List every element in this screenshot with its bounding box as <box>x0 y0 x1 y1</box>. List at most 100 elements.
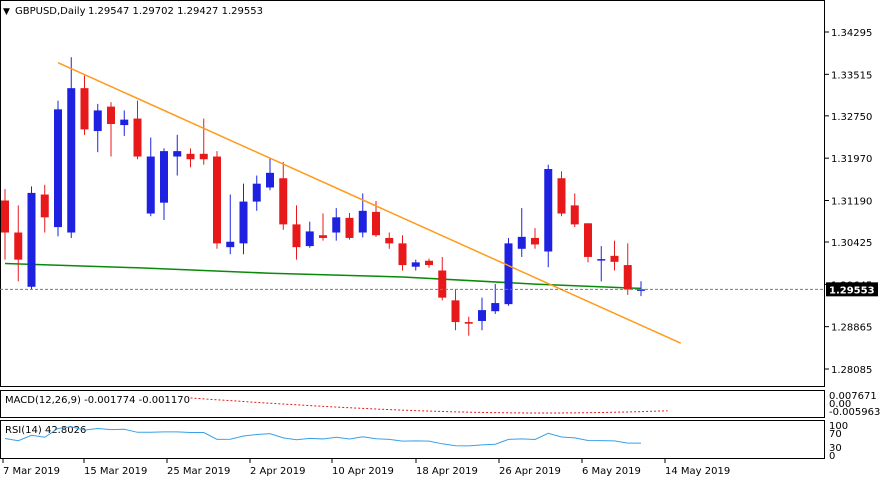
candle <box>173 134 182 176</box>
candle <box>305 221 314 248</box>
candle <box>252 175 261 211</box>
candle <box>637 281 645 297</box>
candle <box>266 157 274 191</box>
current-price-label: 1.29553 <box>829 285 875 296</box>
candle-body <box>1 200 9 233</box>
rsi-scale-label: 0 <box>829 451 835 462</box>
time-axis-label: 6 May 2019 <box>582 466 641 477</box>
rsi-scale-label: 30 <box>829 443 842 454</box>
candle-body <box>319 235 327 238</box>
time-axis-label: 25 Mar 2019 <box>167 466 230 477</box>
macd-panel[interactable] <box>0 390 825 418</box>
candle <box>517 208 526 257</box>
candle-body <box>570 205 579 225</box>
price-tick-label: 1.28085 <box>831 365 872 376</box>
candle-body <box>199 153 208 160</box>
candle-body <box>345 217 354 238</box>
candle <box>279 161 288 230</box>
candle <box>319 213 327 241</box>
candle-body <box>544 169 553 252</box>
candle <box>345 212 354 240</box>
candle-body <box>54 109 62 228</box>
candle <box>54 100 62 237</box>
candle-body <box>517 236 526 249</box>
candle <box>597 246 606 282</box>
rsi-scale-label: 100 <box>829 421 848 432</box>
time-axis-label: 2 Apr 2019 <box>250 466 305 477</box>
candle <box>451 289 460 331</box>
candle-body <box>425 260 433 266</box>
candle <box>623 243 632 295</box>
main-price-panel[interactable] <box>0 0 825 387</box>
macd-scale-label: -0.005963 <box>829 407 880 418</box>
candle <box>107 102 115 157</box>
candle <box>93 103 102 153</box>
candle <box>531 228 539 249</box>
candle-body <box>478 310 486 321</box>
candle-body <box>93 110 102 132</box>
candle-body <box>252 183 261 202</box>
candle <box>186 148 195 168</box>
candle <box>504 237 513 306</box>
candle-body <box>279 178 288 225</box>
price-tick-label: 1.33515 <box>831 70 872 81</box>
time-axis-label: 10 Apr 2019 <box>332 466 394 477</box>
price-tick-label: 1.31970 <box>831 154 872 165</box>
candle-body <box>40 194 49 218</box>
candle-body <box>160 151 168 203</box>
candle <box>610 240 619 271</box>
rsi-label: RSI(14) 42.8026 <box>5 425 86 436</box>
candle-body <box>332 217 341 233</box>
candle <box>67 57 76 238</box>
candle <box>239 183 248 255</box>
trendline-layer <box>57 61 682 344</box>
rsi-scale-label: 70 <box>829 429 842 440</box>
candle-body <box>637 289 645 291</box>
candle-body <box>292 224 301 248</box>
price-tick-label: 1.28865 <box>831 323 872 334</box>
candle <box>40 184 49 233</box>
macd-signal-line <box>190 397 668 414</box>
macd-scale-label: 0.00 <box>829 399 851 410</box>
macd-label: MACD(12,26,9) -0.001774 -0.001170 <box>5 395 190 406</box>
candle-body <box>372 211 380 236</box>
candle <box>372 201 380 237</box>
candle <box>478 297 486 331</box>
time-axis-label: 18 Apr 2019 <box>416 466 478 477</box>
candle <box>292 205 301 260</box>
candle-body <box>120 119 129 126</box>
candle-body <box>531 237 539 245</box>
rsi-panel[interactable] <box>0 420 825 459</box>
candle-body <box>266 172 274 188</box>
candle <box>213 151 221 249</box>
time-axis-label: 7 Mar 2019 <box>3 466 60 477</box>
candle-body <box>584 223 592 257</box>
candle-body <box>67 88 76 233</box>
candle-body <box>186 153 195 160</box>
candle-body <box>146 156 155 214</box>
candle-body <box>491 303 500 312</box>
candle-body <box>623 265 632 290</box>
price-tick-label: 1.32750 <box>831 112 872 123</box>
candle <box>438 256 447 301</box>
candle <box>80 75 89 135</box>
candle <box>14 205 23 282</box>
time-axis-label: 26 Apr 2019 <box>499 466 561 477</box>
candle-body <box>451 300 460 323</box>
current-price-label-box <box>826 282 878 297</box>
candle-body <box>398 243 407 266</box>
candle-body <box>107 106 115 124</box>
price-tick-label: 1.31190 <box>831 197 872 208</box>
candle-body <box>557 178 566 214</box>
trendline <box>57 61 682 344</box>
candle-body <box>597 259 606 261</box>
candle <box>146 137 155 217</box>
candle-body <box>411 262 420 267</box>
candle-body <box>610 255 619 262</box>
candle-body <box>239 201 248 244</box>
candle-body <box>504 243 513 305</box>
